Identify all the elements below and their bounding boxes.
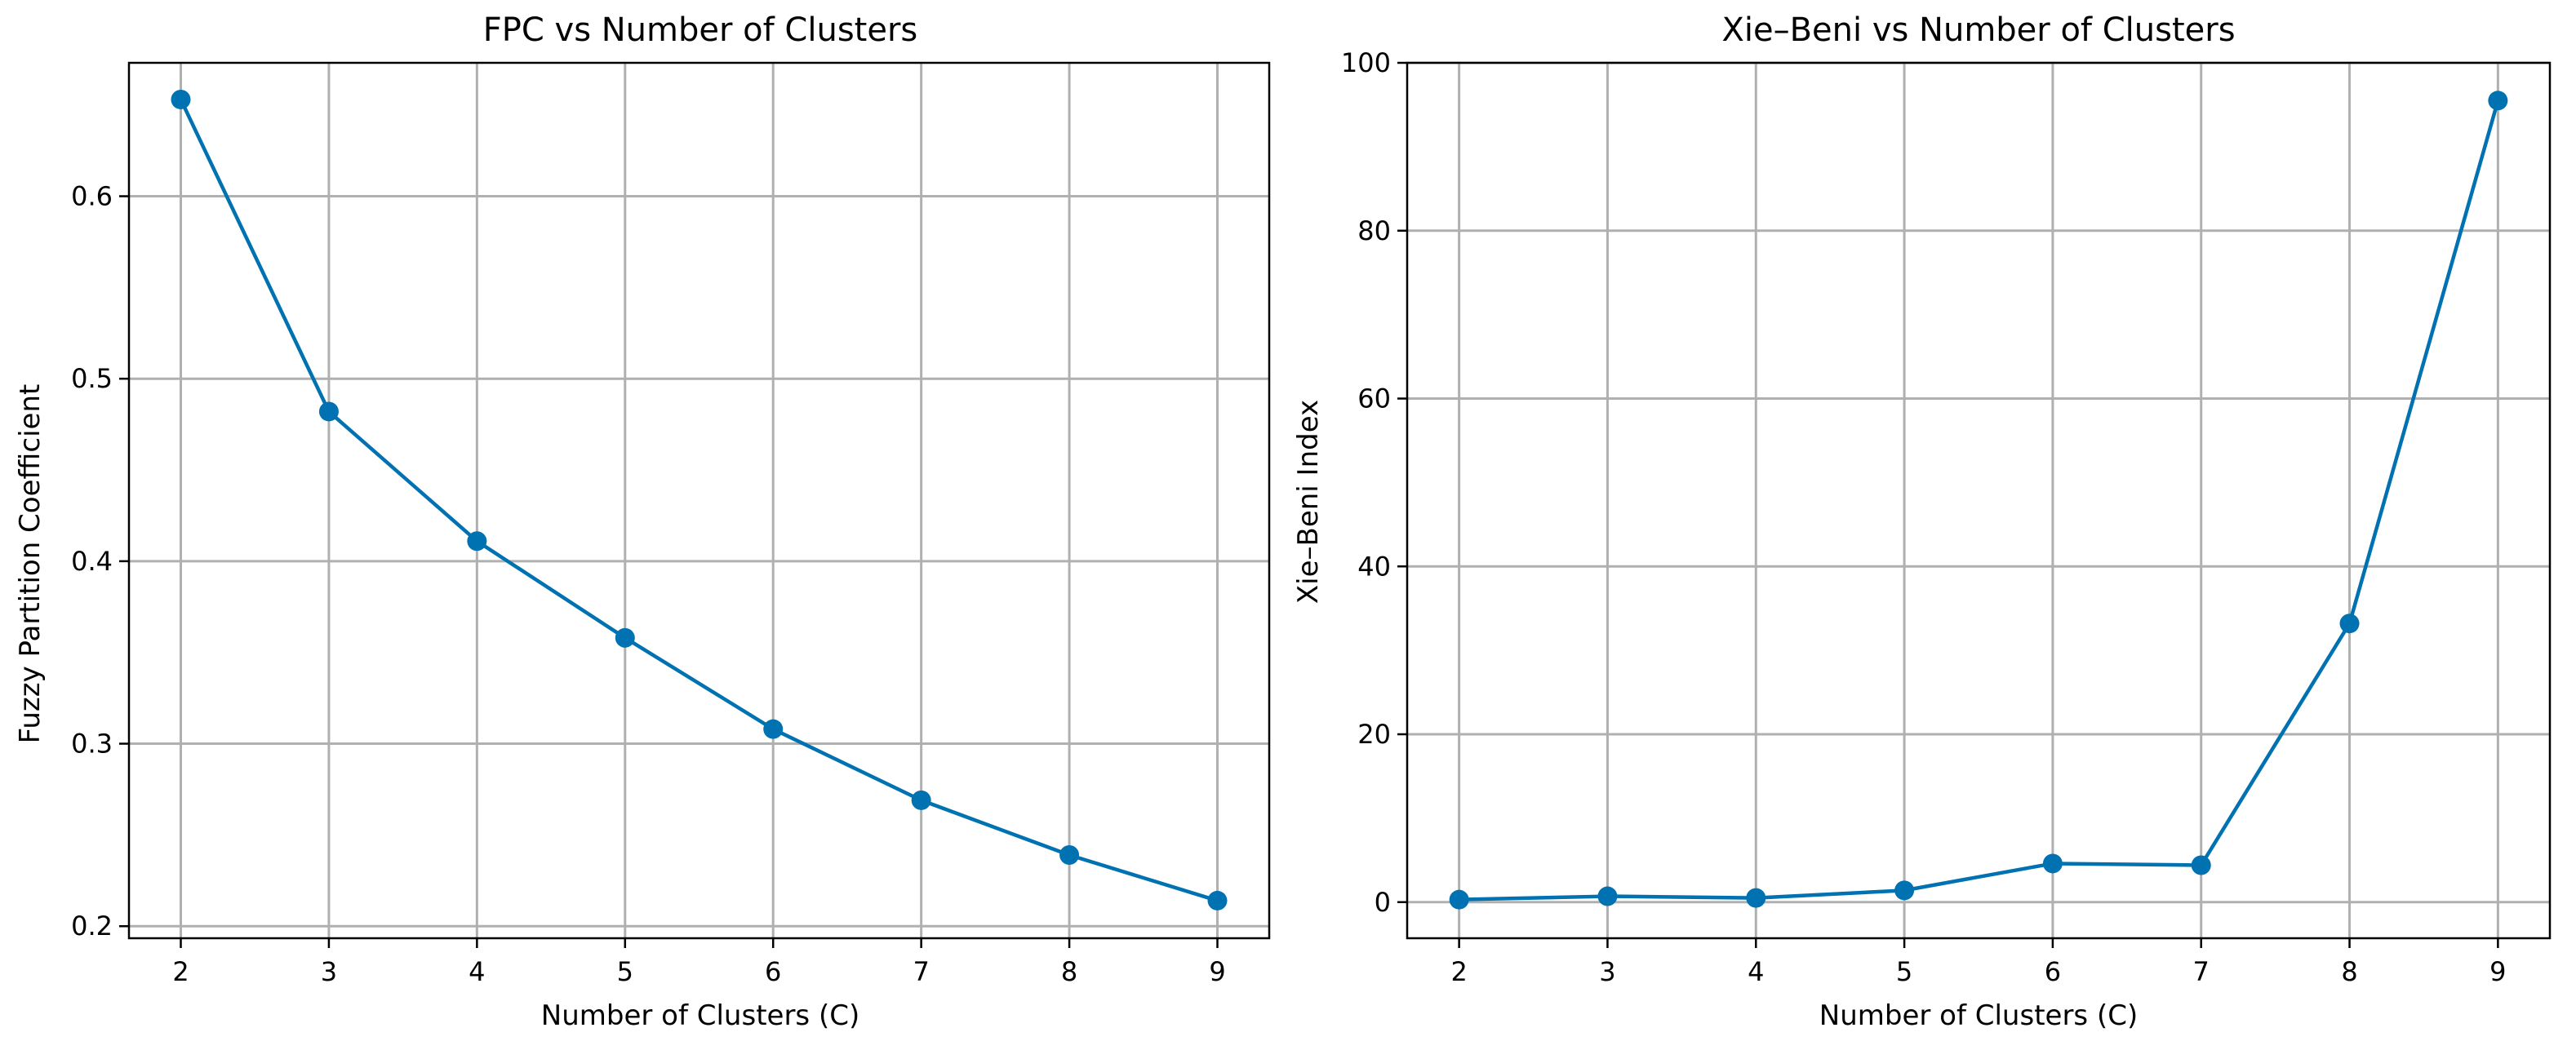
fpc-chart-x-tick-label: 8: [1061, 956, 1077, 987]
fpc-chart-y-tick-label: 0.5: [71, 363, 113, 394]
xie-beni-chart-x-tick-label: 9: [2489, 956, 2506, 987]
xie-beni-chart-axes-frame: [1406, 61, 2552, 940]
fpc-chart-data-point: [171, 89, 191, 109]
fpc-chart-x-tick-label: 7: [913, 956, 929, 987]
xie-beni-chart-data-point: [1894, 880, 1915, 901]
fpc-chart-x-tick-label: 2: [172, 956, 189, 987]
fpc-chart-data-point: [763, 719, 784, 739]
fpc-chart-y-tick-label: 0.2: [71, 910, 113, 941]
xie-beni-chart-y-tick-label: 0: [1375, 887, 1391, 918]
xie-beni-chart-grid: [1407, 61, 2550, 938]
xie-beni-chart-x-tick-label: 8: [2341, 956, 2357, 987]
xie-beni-chart-series-line: [1459, 100, 2500, 902]
xie-beni-chart-y-tick-label: 60: [1357, 383, 1391, 414]
xie-beni-chart-data-point: [2488, 91, 2508, 111]
fpc-chart-x-axis-label: Number of Clusters (C): [541, 999, 859, 1032]
xie-beni-chart-data-point: [1449, 889, 1469, 910]
xie-beni-chart-y-tick-label: 80: [1357, 215, 1391, 246]
fpc-chart-series-line: [179, 98, 1219, 903]
fpc-chart-data-point: [318, 401, 339, 422]
xie-beni-chart-x-tick-label: 4: [1748, 956, 1764, 987]
fpc-chart-y-tick-label: 0.6: [71, 181, 113, 212]
fpc-chart-title: FPC vs Number of Clusters: [483, 11, 917, 49]
fpc-chart-data-point: [911, 790, 931, 810]
fpc-chart-x-tick-label: 4: [469, 956, 485, 987]
fpc-chart-data-point: [1207, 890, 1228, 910]
fpc-chart-axes-frame: [127, 61, 1271, 940]
fpc-chart-x-tick-label: 6: [765, 956, 781, 987]
fpc-chart-data-point: [467, 531, 487, 552]
xie-beni-chart-x-axis-label: Number of Clusters (C): [1819, 999, 2138, 1032]
xie-beni-chart-data-point: [2191, 855, 2211, 875]
xie-beni-chart-title: Xie–Beni vs Number of Clusters: [1721, 11, 2235, 49]
xie-beni-chart-x-tick-label: 2: [1450, 956, 1467, 987]
xie-beni-chart-x-tick-label: 5: [1896, 956, 1912, 987]
fpc-chart-y-tick-label: 0.3: [71, 729, 113, 760]
xie-beni-chart-panel: Xie–Beni vs Number of Clusters Number of…: [1292, 11, 2552, 1032]
fpc-chart-panel: FPC vs Number of Clusters Number of Clus…: [14, 11, 1271, 1032]
fpc-chart-y-axis-label: Fuzzy Partition Coefficient: [14, 384, 47, 744]
xie-beni-chart-x-tick-label: 7: [2193, 956, 2210, 987]
fpc-chart-x-tick-label: 5: [617, 956, 633, 987]
fpc-chart-x-tick-label: 3: [321, 956, 337, 987]
xie-beni-chart-data-point: [2339, 614, 2360, 634]
fpc-chart-grid: [129, 63, 1269, 938]
xie-beni-chart-y-tick-label: 40: [1357, 551, 1391, 582]
xie-beni-chart-data-point: [1746, 888, 1766, 908]
xie-beni-chart-y-tick-label: 20: [1357, 719, 1391, 750]
xie-beni-chart-y-axis-label: Xie–Beni Index: [1292, 400, 1325, 604]
xie-beni-chart-x-tick-label: 6: [2045, 956, 2061, 987]
fpc-chart-y-tick-label: 0.4: [71, 546, 113, 577]
xie-beni-chart-y-tick-label: 100: [1341, 47, 1391, 78]
fpc-chart-x-tick-label: 9: [1209, 956, 1225, 987]
xie-beni-chart-x-tick-label: 3: [1599, 956, 1615, 987]
xie-beni-chart-data-point: [2042, 853, 2063, 874]
xie-beni-chart-data-point: [1597, 886, 1618, 906]
fpc-chart-data-point: [615, 627, 635, 648]
fpc-chart-data-point: [1059, 845, 1080, 866]
